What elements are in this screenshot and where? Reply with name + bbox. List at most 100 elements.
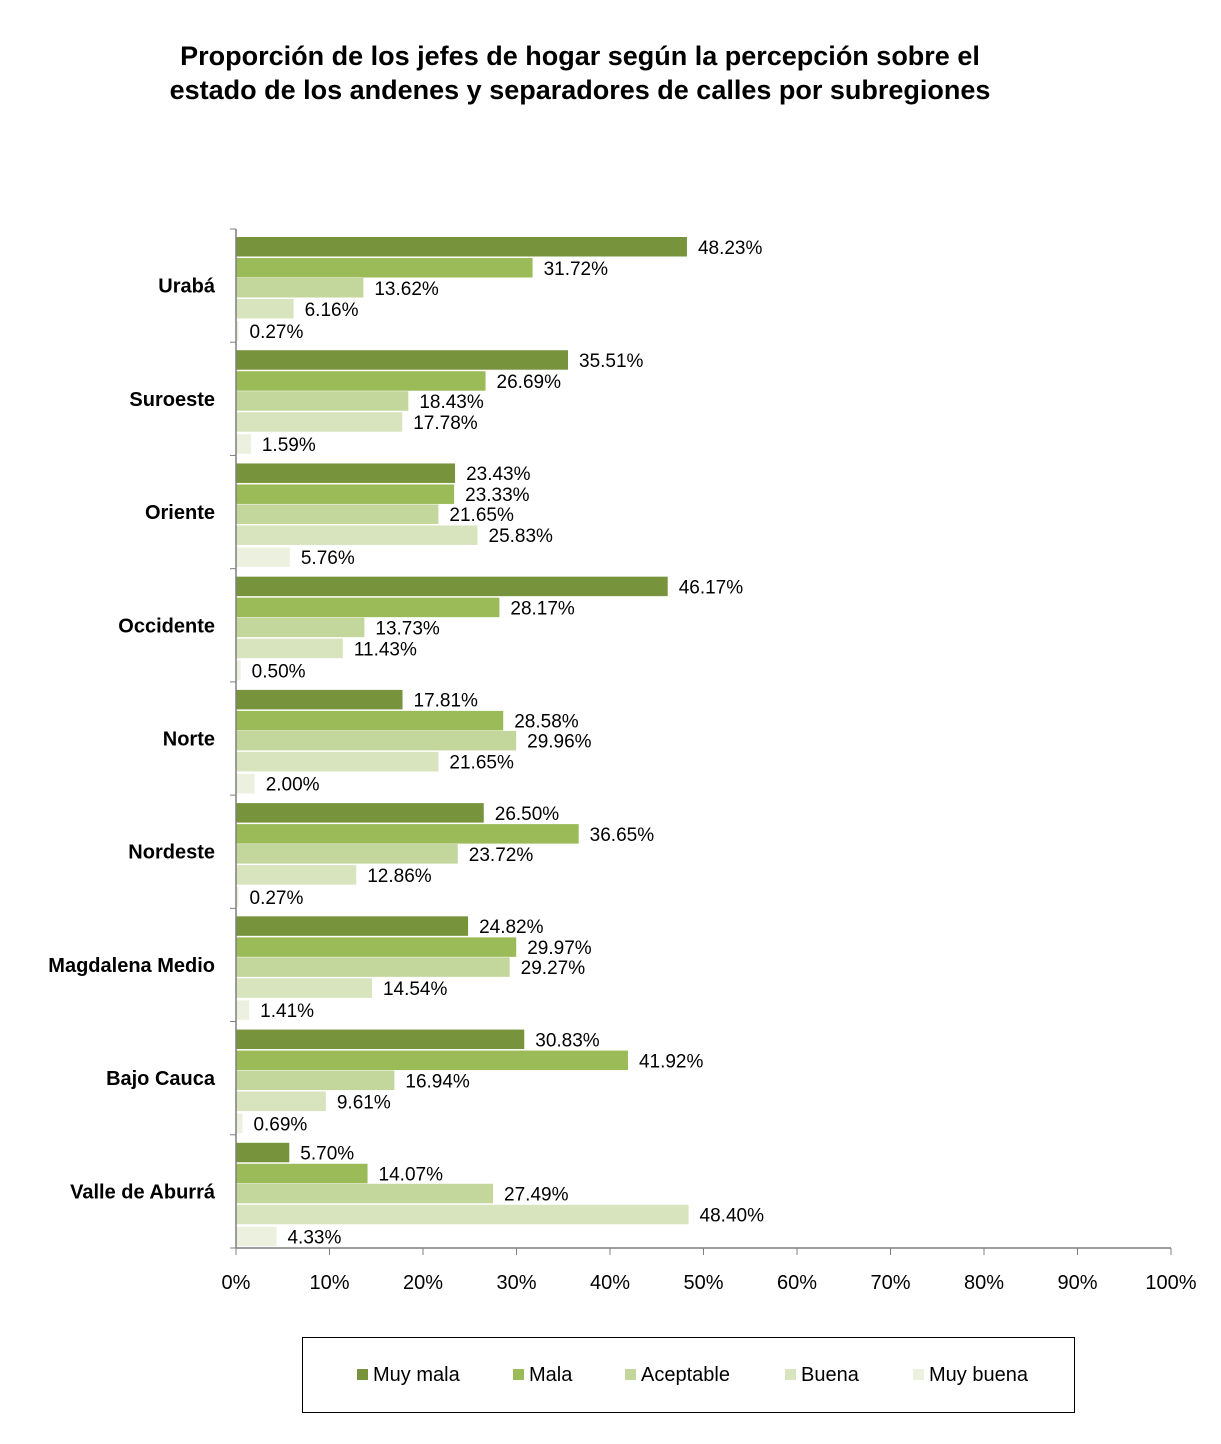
legend-label: Buena [801,1364,859,1386]
legend-item: Mala [513,1364,572,1387]
category-label: Occidente [118,615,215,637]
x-tick-label: 0% [222,1272,251,1294]
legend-swatch [913,1369,924,1380]
data-label: 18.43% [419,392,484,413]
legend-label: Muy mala [373,1364,460,1386]
bar [236,1226,277,1247]
category-label: Nordeste [128,842,215,864]
bar [236,258,533,278]
x-tick-label: 50% [683,1272,723,1294]
bar [236,1070,395,1091]
bar [236,916,469,936]
bar [236,1204,689,1225]
bar [236,547,290,567]
bar [236,278,364,298]
legend-swatch [625,1369,636,1380]
x-tick-label: 80% [964,1272,1004,1294]
legend-item: Muy buena [913,1364,1028,1387]
data-label: 29.27% [521,958,586,979]
legend-item: Aceptable [625,1364,730,1387]
legend-swatch [513,1369,524,1380]
data-label: 14.07% [379,1165,444,1186]
data-label: 17.81% [414,691,479,712]
data-label: 12.86% [367,866,432,887]
data-label: 48.40% [700,1206,765,1227]
bar [236,957,510,977]
bar [236,730,517,751]
bar [236,463,456,483]
bar [236,1000,250,1020]
bar [236,412,403,432]
x-tick-label: 60% [777,1272,817,1294]
category-label: Bajo Cauca [106,1068,216,1090]
category-label: Urabá [158,276,216,298]
chart-title-line-1: Proporción de los jefes de hogar según l… [180,41,980,71]
data-label: 23.72% [469,845,534,866]
data-label: 0.50% [252,661,306,682]
bar [236,887,239,907]
data-label: 9.61% [337,1092,391,1113]
legend-label: Aceptable [641,1364,730,1386]
bar [236,1183,494,1204]
category-label: Oriente [145,502,215,524]
data-label: 2.00% [266,775,320,796]
data-label: 21.65% [449,505,514,526]
bar [236,865,357,885]
data-label: 48.23% [698,238,763,259]
data-label: 13.62% [374,279,439,300]
legend-item: Muy mala [357,1364,460,1387]
bar [236,751,439,772]
category-label: Magdalena Medio [48,955,215,977]
bar [236,803,484,823]
bar [236,638,343,659]
data-label: 11.43% [354,639,417,660]
x-tick-label: 40% [590,1272,630,1294]
data-label: 30.83% [535,1030,600,1051]
category-label: Norte [163,729,215,751]
category-label: Suroeste [129,389,215,411]
category-label: Valle de Aburrá [70,1181,216,1203]
bar [236,391,409,411]
bar [236,844,458,864]
x-tick-label: 70% [870,1272,910,1294]
data-label: 29.96% [527,732,592,753]
data-label: 35.51% [579,351,644,372]
bar [236,1163,368,1184]
data-label: 6.16% [305,300,359,321]
data-label: 0.27% [250,322,304,343]
bar [236,504,439,524]
bar [236,576,668,597]
chart-title-line-2: estado de los andenes y separadores de c… [169,75,991,105]
legend-item: Buena [785,1364,859,1387]
bar [236,773,255,794]
bar [236,321,239,341]
bar [236,1050,628,1071]
legend-swatch [357,1369,368,1380]
data-label: 29.97% [527,938,592,959]
data-label: 1.59% [262,435,316,456]
chart-legend: Muy mala Mala Aceptable Buena Muy buena [302,1337,1075,1413]
data-label: 46.17% [679,577,744,598]
data-label: 0.69% [253,1114,307,1135]
data-label: 0.27% [250,888,304,909]
data-label: 23.43% [466,464,531,485]
x-tick-label: 20% [403,1272,443,1294]
bar [236,1142,290,1163]
bar [236,371,486,391]
data-label: 27.49% [504,1185,569,1206]
bar [236,689,403,710]
bar [236,824,579,844]
bar [236,434,251,454]
legend-label: Muy buena [929,1364,1028,1386]
data-label: 41.92% [639,1051,704,1072]
bar [236,350,569,370]
x-tick-label: 90% [1057,1272,1097,1294]
data-label: 31.72% [544,259,609,280]
x-tick-label: 100% [1145,1272,1196,1294]
bar [236,525,478,545]
bar [236,660,241,681]
data-label: 36.65% [590,825,655,846]
bar [236,1113,243,1134]
data-label: 24.82% [479,917,544,938]
data-label: 5.70% [300,1144,354,1165]
